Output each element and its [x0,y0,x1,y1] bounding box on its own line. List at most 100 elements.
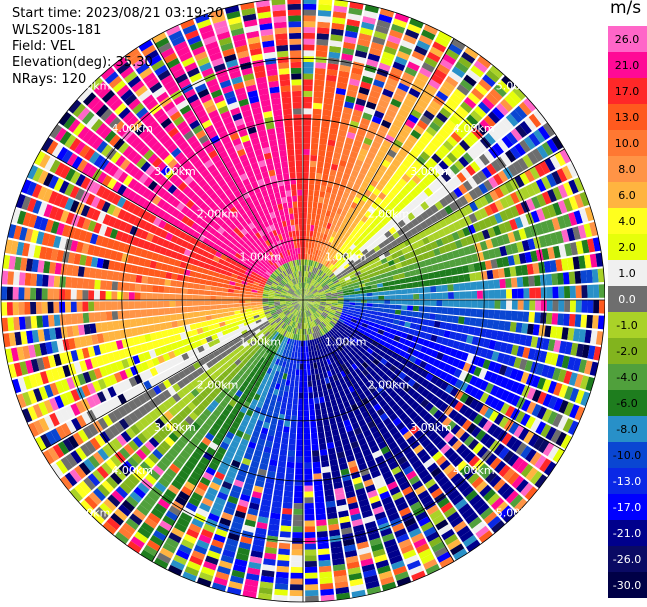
velocity-gate [256,293,263,296]
velocity-gate [314,281,319,287]
velocity-gate [337,293,344,297]
velocity-gate [316,420,323,427]
velocity-gate [317,277,323,283]
velocity-gate [295,450,303,457]
velocity-gate [447,307,454,315]
velocity-gate [473,186,484,198]
velocity-gate [336,289,343,293]
velocity-gate [378,253,386,260]
velocity-gate [312,461,321,469]
velocity-gate [507,164,519,177]
velocity-gate [286,403,293,410]
velocity-gate [323,97,334,105]
velocity-gate [500,98,514,112]
velocity-gate [318,238,323,245]
velocity-gate [291,561,303,568]
velocity-gate [361,75,374,85]
velocity-gate [517,157,529,171]
velocity-gate [310,266,314,273]
velocity-gate [320,300,327,303]
velocity-gate [349,214,357,222]
velocity-gate [361,181,369,189]
velocity-gate [458,404,469,415]
velocity-gate [355,134,365,143]
velocity-gate [303,131,311,138]
velocity-gate [577,224,587,239]
velocity-gate [454,401,464,412]
velocity-gate [306,304,312,309]
velocity-gate [560,434,573,450]
velocity-gate [419,220,429,230]
velocity-gate [303,369,307,376]
velocity-gate [391,324,399,330]
velocity-gate [423,312,431,320]
velocity-gate [435,424,446,435]
velocity-gate [339,316,346,321]
velocity-gate [307,292,312,297]
velocity-gate [477,101,491,114]
velocity-gate [538,235,547,248]
velocity-gate [317,202,323,209]
velocity-gate [429,46,444,58]
velocity-gate [426,105,439,116]
velocity-gate [395,300,402,305]
velocity-gate [433,248,441,256]
velocity-gate [65,276,72,288]
velocity-gate [331,116,341,124]
velocity-gate [320,378,326,386]
velocity-gate [446,136,458,147]
velocity-gate [390,328,397,335]
velocity-gate [304,485,313,492]
velocity-gate [294,474,303,480]
velocity-gate [457,416,468,427]
velocity-gate [544,233,553,247]
velocity-gate [303,297,309,300]
velocity-gate [369,276,376,282]
velocity-gate [505,405,516,418]
velocity-gate [198,305,205,311]
velocity-gate [366,170,375,179]
velocity-gate [328,133,337,141]
velocity-gate [558,399,569,414]
velocity-gate [350,331,357,338]
velocity-gate [381,373,390,382]
velocity-gate [312,201,318,209]
velocity-gate [556,168,568,183]
velocity-gate [324,289,331,293]
velocity-gate [334,323,341,329]
velocity-gate [530,250,538,262]
velocity-gate [354,360,362,368]
velocity-gate [325,210,332,217]
velocity-gate [473,327,481,337]
velocity-gate [423,110,435,121]
velocity-gate [308,301,314,305]
velocity-gate [462,118,475,131]
velocity-gate [515,124,528,138]
velocity-gate [292,398,298,405]
velocity-gate [315,373,320,381]
velocity-gate [529,287,536,299]
velocity-gate [415,205,425,214]
velocity-gate [319,577,333,585]
velocity-gate [311,279,316,286]
velocity-gate [340,258,346,265]
velocity-gate [482,74,496,88]
velocity-gate [466,114,479,127]
velocity-gate [524,360,533,372]
velocity-gate [400,39,415,50]
velocity-gate [313,255,317,262]
velocity-gate [475,318,483,327]
velocity-gate [350,72,362,81]
velocity-gate [419,360,428,369]
velocity-gate [152,308,159,316]
velocity-gate [492,225,502,236]
velocity-gate [541,141,554,156]
velocity-gate [304,549,317,556]
velocity-gate [284,485,294,492]
velocity-gate [318,565,332,573]
velocity-gate [36,274,43,287]
velocity-gate [105,280,113,290]
velocity-gate [413,124,425,135]
velocity-gate [589,221,598,237]
velocity-gate [452,315,459,324]
